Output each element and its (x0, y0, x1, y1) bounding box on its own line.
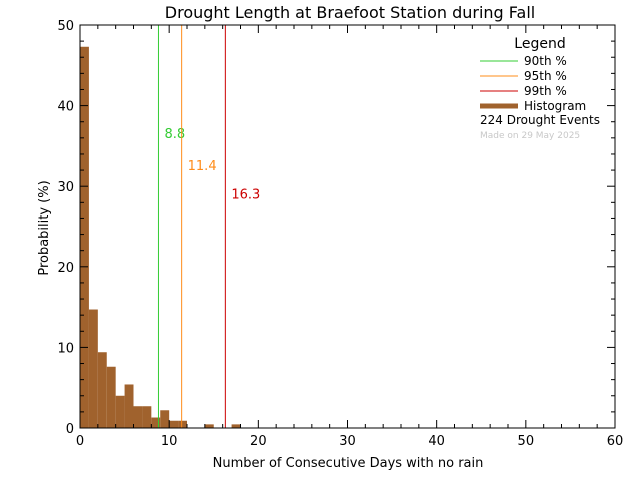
percentile-label: 11.4 (188, 159, 217, 174)
percentile-label: 16.3 (231, 187, 260, 202)
y-tick-label: 20 (57, 261, 74, 276)
histogram-bar (169, 420, 179, 428)
histogram-bar (88, 309, 98, 428)
chart-title: Drought Length at Braefoot Station durin… (165, 3, 535, 22)
histogram-bar (204, 424, 214, 428)
x-tick-label: 0 (76, 434, 84, 449)
y-tick-label: 30 (57, 180, 74, 195)
histogram-bar (151, 417, 161, 428)
legend-events-count: 224 Drought Events (480, 113, 600, 127)
legend-label-99th: 99th % (524, 84, 567, 98)
histogram-bar (142, 406, 152, 428)
y-axis-label: Probability (%) (37, 180, 52, 275)
axes: 0 10 20 30 40 50 60 0 10 20 30 40 50 (57, 19, 623, 449)
x-tick-label: 20 (250, 434, 267, 449)
histogram-bar (160, 410, 170, 428)
x-tick-label: 50 (518, 434, 535, 449)
legend-title: Legend (514, 36, 565, 52)
histogram-bar (106, 366, 116, 428)
legend-label-95th: 95th % (524, 69, 567, 83)
x-tick-label: 30 (339, 434, 356, 449)
y-tick-label: 10 (57, 341, 74, 356)
histogram-bar (97, 352, 107, 428)
x-tick-label: 60 (607, 434, 624, 449)
x-axis-label: Number of Consecutive Days with no rain (213, 456, 484, 471)
histogram-bar (115, 395, 125, 428)
x-tick-label: 40 (428, 434, 445, 449)
y-tick-label: 50 (57, 19, 74, 34)
histogram-bar (231, 424, 241, 428)
histogram-bar (80, 46, 89, 429)
plot-area: 8.8 11.4 16.3 (80, 25, 260, 429)
histogram-bar (133, 406, 143, 428)
y-tick-label: 40 (57, 100, 74, 115)
histogram-bar (124, 384, 134, 428)
percentile-label: 8.8 (164, 127, 185, 142)
y-tick-label: 0 (66, 422, 74, 437)
legend: Legend 90th % 95th % 99th % Histogram 22… (480, 36, 600, 141)
x-tick-label: 10 (161, 434, 178, 449)
legend-label-histogram: Histogram (524, 99, 586, 113)
legend-label-90th: 90th % (524, 54, 567, 68)
made-on-note: Made on 29 May 2025 (480, 131, 580, 141)
histogram-bar (178, 420, 187, 428)
